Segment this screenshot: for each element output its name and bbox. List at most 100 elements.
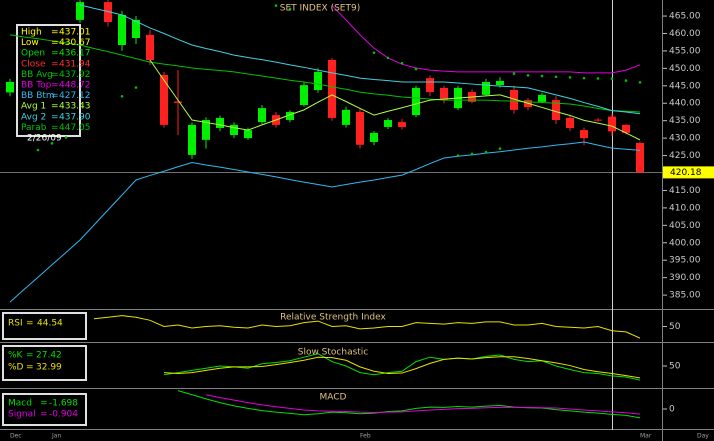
candle-body	[314, 71, 322, 90]
candle-body	[384, 119, 392, 127]
readout-separator: =	[51, 38, 59, 48]
candle-body	[160, 74, 168, 125]
candle-body	[6, 81, 14, 93]
panel-title: Relative Strength Index	[280, 313, 386, 323]
candle-body	[76, 2, 84, 20]
readout-separator: =	[51, 102, 59, 112]
candle-body	[636, 143, 644, 173]
parabolic-dot	[638, 81, 642, 84]
last-price-label: 420.18	[670, 168, 702, 178]
series-line	[205, 394, 641, 415]
parabolic-dot	[288, 7, 292, 11]
candle-body	[244, 130, 252, 139]
candle-body	[482, 81, 490, 95]
y-tick-label: 425.00	[669, 151, 701, 161]
candle-body	[398, 122, 406, 127]
candle-body	[412, 87, 420, 116]
readout-value: 427.12	[59, 91, 91, 101]
readout-value: 27.42	[36, 351, 62, 361]
candle-body	[608, 116, 616, 132]
readout-box	[2, 393, 87, 426]
readout-separator: =	[40, 399, 48, 409]
candle-body	[594, 119, 602, 121]
candle-body	[230, 124, 238, 135]
parabolic-dot	[274, 4, 278, 7]
candle-body	[426, 78, 434, 93]
candle-body	[202, 119, 210, 140]
parabolic-dot	[498, 147, 502, 150]
readout-value: 437.01	[59, 28, 91, 38]
y-tick-label: 460.00	[669, 29, 701, 39]
panel-title: SET INDEX (SET9)	[280, 4, 360, 14]
parabolic-dot	[36, 148, 40, 152]
x-tick-label: Mar	[640, 433, 652, 440]
candle-body	[356, 111, 364, 145]
y-tick-label: 400.00	[669, 238, 701, 248]
candle-body	[552, 100, 560, 120]
series-line	[9, 141, 641, 303]
readout-value: 44.54	[37, 319, 63, 329]
readout-value: 448.72	[59, 81, 91, 91]
series-line	[93, 315, 641, 339]
readout-separator: =	[51, 59, 59, 69]
parabolic-dot	[414, 67, 418, 71]
panel-title: Slow Stochastic	[298, 348, 369, 358]
panel	[163, 353, 641, 381]
readout-separator: =	[51, 81, 59, 91]
periodicity-label: Day	[697, 433, 709, 440]
y-tick-label: 395.00	[669, 256, 701, 266]
parabolic-dot	[624, 79, 628, 82]
y-tick-label: 50	[669, 322, 681, 332]
x-tick-label: Feb	[360, 433, 371, 440]
readout-separator: =	[51, 112, 59, 122]
readout-name: BB Avg	[21, 70, 53, 80]
readout-name: %D	[8, 363, 24, 373]
y-tick-label: 465.00	[669, 12, 701, 22]
readout-name: Low	[21, 38, 39, 48]
parabolic-dot	[64, 136, 68, 139]
readout-separator: =	[51, 49, 59, 59]
y-tick-label: 435.00	[669, 116, 701, 126]
y-tick-label: 385.00	[669, 291, 701, 301]
candle-body	[538, 94, 546, 102]
readout-value: 436.17	[59, 49, 91, 59]
parabolic-dot	[50, 142, 54, 145]
x-tick-label: Dec	[10, 433, 22, 440]
candle-body	[370, 132, 378, 142]
readout-value: 430.67	[59, 38, 91, 48]
parabolic-dot	[470, 152, 474, 156]
y-tick-label: 50	[669, 362, 681, 372]
series-line	[163, 353, 641, 381]
parabolic-dot	[134, 86, 138, 89]
parabolic-dot	[554, 75, 558, 79]
candle-body	[146, 34, 154, 60]
readout-value: 431.94	[59, 59, 91, 69]
parabolic-dot	[568, 76, 572, 79]
readout-name: Close	[21, 59, 46, 69]
readout-name: Macd	[8, 399, 32, 409]
x-tick-label: Jan	[51, 433, 61, 440]
y-tick-label: 455.00	[669, 46, 701, 56]
readout-value: 447.05	[59, 123, 91, 133]
series-line	[177, 390, 641, 419]
readout-value: 437.92	[59, 70, 91, 80]
y-tick-label: 405.00	[669, 221, 701, 231]
candle-body	[342, 109, 350, 125]
candle-body	[174, 101, 182, 103]
readout-separator: =	[51, 70, 59, 80]
parabolic-dot	[582, 76, 586, 80]
parabolic-dot	[484, 150, 488, 154]
parabolic-dot	[610, 77, 614, 80]
candle-body	[216, 117, 224, 129]
readout-name: Open	[21, 49, 45, 59]
candle-body	[440, 87, 448, 101]
series-line	[163, 356, 641, 379]
panel	[6, 0, 644, 303]
last-price-box	[663, 166, 714, 179]
parabolic-dot	[372, 51, 376, 54]
parabolic-dot	[400, 61, 404, 65]
candle-body	[622, 124, 630, 133]
candle-body	[258, 108, 266, 123]
readout-value: 433.43	[59, 102, 91, 112]
